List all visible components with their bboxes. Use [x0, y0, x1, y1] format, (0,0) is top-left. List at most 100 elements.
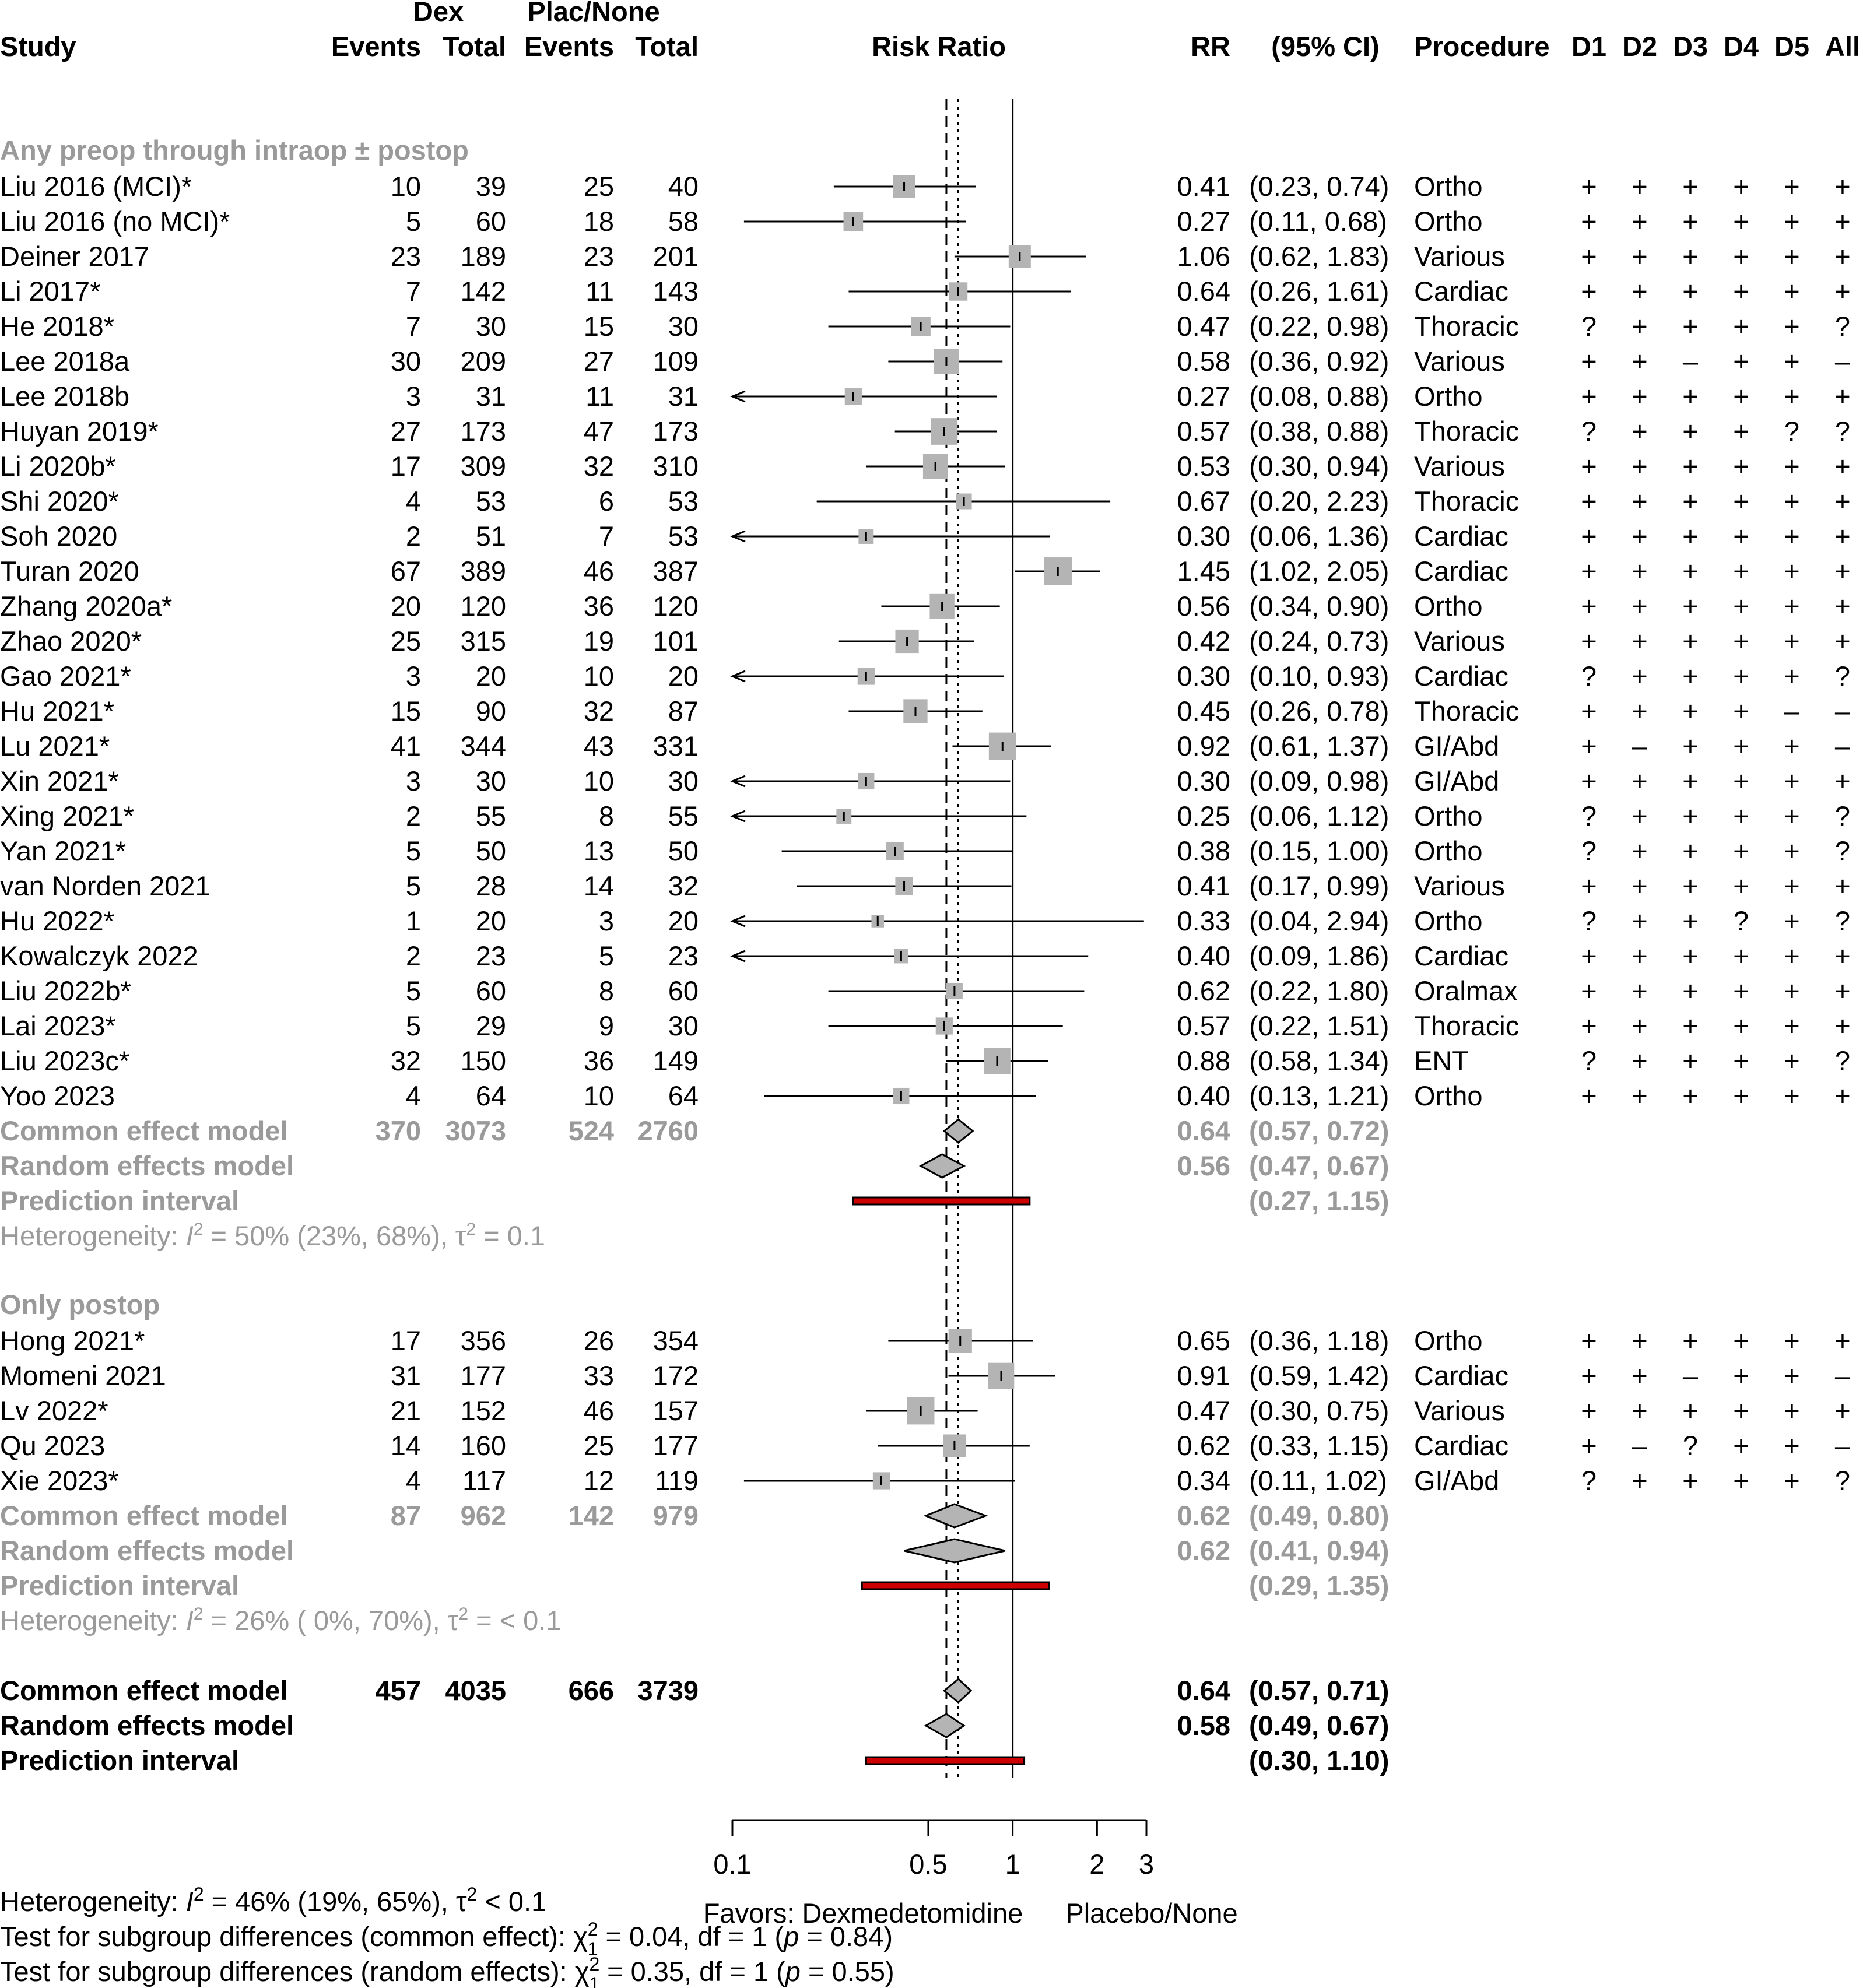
- rob-all: +: [1834, 241, 1850, 272]
- dex-total: 344: [461, 730, 506, 761]
- rob-d3: +: [1682, 626, 1698, 656]
- rob-d2: +: [1632, 451, 1647, 482]
- ci-value: (0.30, 0.94): [1249, 451, 1389, 482]
- favors-left-label: Favors: Dexmedetomidine: [703, 1898, 1023, 1929]
- model-label: Common effect model: [0, 1675, 288, 1706]
- prediction-ci: (0.27, 1.15): [1249, 1185, 1389, 1216]
- rob-d2: +: [1632, 1325, 1647, 1356]
- model-ci: (0.47, 0.67): [1249, 1150, 1389, 1181]
- dex-total: 160: [461, 1430, 506, 1461]
- dex-total: 120: [461, 591, 506, 621]
- rob-d1: +: [1581, 940, 1597, 971]
- header-d4: D4: [1724, 31, 1759, 62]
- ci-value: (0.58, 1.34): [1249, 1045, 1389, 1076]
- rob-d5: +: [1784, 1080, 1799, 1111]
- rr-value: 0.30: [1177, 661, 1230, 691]
- dex-events: 30: [391, 346, 421, 377]
- rob-all: +: [1834, 451, 1850, 482]
- rob-d3: +: [1682, 696, 1698, 726]
- rr-value: 0.62: [1177, 1430, 1230, 1461]
- plac-total: 53: [668, 486, 699, 517]
- rob-d4: +: [1733, 765, 1749, 796]
- forest-rows: Any preop through intraop ± postop Liu 20…: [0, 135, 1851, 1776]
- dex-total: 20: [476, 905, 506, 936]
- rob-all: –: [1835, 1430, 1851, 1461]
- rob-d4: +: [1733, 1045, 1749, 1076]
- procedure: ENT: [1414, 1045, 1469, 1076]
- subgroup-heterogeneity: Heterogeneity: I2 = 26% ( 0%, 70%), τ2 =…: [0, 1604, 561, 1636]
- favors-right-label: Placebo/None: [1065, 1898, 1237, 1929]
- procedure: Various: [1414, 870, 1505, 901]
- ci-arrow: [730, 390, 746, 403]
- procedure: Ortho: [1414, 835, 1483, 866]
- dex-events: 1: [406, 905, 421, 936]
- model-diamond: [923, 1503, 988, 1529]
- rob-d1: +: [1581, 206, 1597, 237]
- model-label: Random effects model: [0, 1535, 294, 1566]
- rob-d4: +: [1733, 171, 1749, 202]
- plac-events: 33: [584, 1360, 614, 1391]
- plac-events: 3: [599, 905, 614, 936]
- procedure: Ortho: [1414, 1080, 1483, 1111]
- model-label: Common effect model: [0, 1500, 288, 1531]
- dex-events: 2: [406, 940, 421, 971]
- rr-value: 0.27: [1177, 206, 1230, 237]
- dex-events: 32: [391, 1045, 421, 1076]
- rob-d1: +: [1581, 626, 1597, 656]
- rob-d1: +: [1581, 1080, 1597, 1111]
- rob-d1: +: [1581, 556, 1597, 586]
- rob-d5: +: [1784, 800, 1799, 831]
- rob-d2: +: [1632, 765, 1647, 796]
- rob-d3: +: [1682, 661, 1698, 691]
- dex-total: 389: [461, 556, 506, 586]
- plac-total: 177: [653, 1430, 699, 1461]
- rob-d3: +: [1682, 870, 1698, 901]
- rob-d2: +: [1632, 171, 1647, 202]
- rob-d2: +: [1632, 311, 1647, 342]
- ci-arrow: [730, 530, 746, 543]
- rr-value: 0.58: [1177, 346, 1230, 377]
- rob-d1: +: [1581, 730, 1597, 761]
- dex-events: 7: [406, 276, 421, 307]
- rob-d2: +: [1632, 1010, 1647, 1041]
- dex-events: 15: [391, 696, 421, 726]
- header-rr: RR: [1191, 31, 1230, 62]
- plac-total: 50: [668, 835, 699, 866]
- rob-all: +: [1834, 591, 1850, 621]
- study-label: van Norden 2021: [0, 870, 210, 901]
- rob-d5: +: [1784, 835, 1799, 866]
- header-procedure: Procedure: [1414, 31, 1549, 62]
- model-rr: 0.56: [1177, 1150, 1230, 1181]
- dex-total: 142: [461, 276, 506, 307]
- header-risk-ratio: Risk Ratio: [872, 31, 1006, 62]
- model-diamond: [942, 1678, 973, 1704]
- ci-value: (0.10, 0.93): [1249, 661, 1389, 691]
- rob-d1: ?: [1581, 416, 1597, 447]
- rr-value: 0.30: [1177, 521, 1230, 552]
- rob-d3: –: [1683, 1360, 1699, 1391]
- model-ci: (0.49, 0.80): [1249, 1500, 1389, 1531]
- rob-d1: +: [1581, 1430, 1597, 1461]
- column-headers: Study Dex Plac/None Events Total Events …: [0, 0, 1860, 62]
- model-plac-events: 666: [569, 1675, 614, 1706]
- rob-all: +: [1834, 1010, 1850, 1041]
- rr-value: 0.42: [1177, 626, 1230, 656]
- study-label: Yoo 2023: [0, 1080, 115, 1111]
- rob-d1: +: [1581, 451, 1597, 482]
- rob-d1: +: [1581, 975, 1597, 1006]
- rob-d1: +: [1581, 241, 1597, 272]
- rob-all: +: [1834, 276, 1850, 307]
- dex-total: 356: [461, 1325, 506, 1356]
- plac-events: 6: [599, 486, 614, 517]
- rob-d4: +: [1733, 870, 1749, 901]
- dex-total: 60: [476, 206, 506, 237]
- rob-d2: +: [1632, 556, 1647, 586]
- rr-value: 0.45: [1177, 696, 1230, 726]
- rob-all: ?: [1835, 311, 1850, 342]
- plac-events: 5: [599, 940, 614, 971]
- dex-events: 2: [406, 521, 421, 552]
- rob-d3: +: [1682, 521, 1698, 552]
- rob-d4: +: [1733, 241, 1749, 272]
- rob-d5: +: [1784, 451, 1799, 482]
- rr-value: 0.40: [1177, 1080, 1230, 1111]
